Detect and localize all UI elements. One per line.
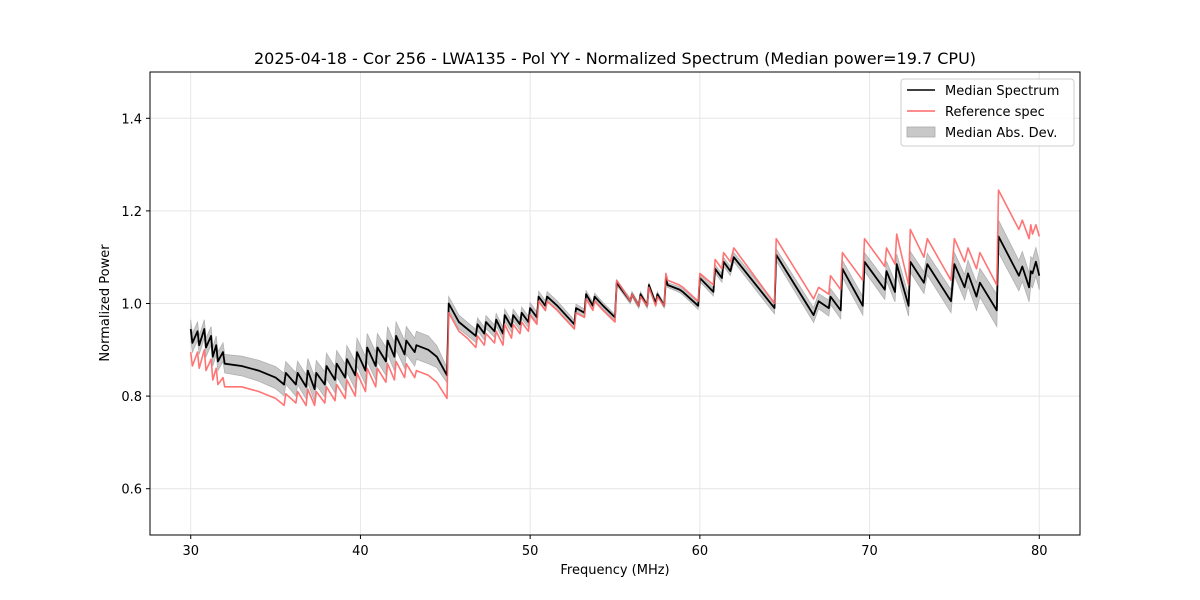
- x-tick-label: 70: [861, 544, 878, 559]
- y-tick-label: 0.6: [121, 483, 142, 498]
- y-axis-ticks: 0.6 0.8 1.0 1.2 1.4: [121, 112, 150, 498]
- y-axis-label: Normalized Power: [98, 244, 113, 362]
- chart-title: 2025-04-18 - Cor 256 - LWA135 - Pol YY -…: [254, 49, 976, 68]
- y-tick-label: 1.0: [121, 298, 142, 313]
- legend-label-mad: Median Abs. Dev.: [945, 126, 1057, 141]
- x-tick-label: 60: [692, 544, 709, 559]
- legend-swatch-mad: [906, 126, 936, 138]
- x-axis-label: Frequency (MHz): [560, 563, 669, 578]
- series-layer: [189, 189, 1041, 407]
- median-spectrum-line: [189, 235, 1041, 391]
- x-tick-label: 30: [182, 544, 199, 559]
- reference-spectrum-line: [189, 189, 1041, 407]
- legend-label-median: Median Spectrum: [945, 84, 1059, 99]
- x-axis-ticks: 30 40 50 60 70 80: [182, 535, 1048, 559]
- legend-label-reference: Reference spec: [945, 105, 1045, 120]
- y-tick-label: 0.8: [121, 390, 142, 405]
- legend-box: [900, 78, 1075, 147]
- x-tick-label: 40: [352, 544, 369, 559]
- legend: Median Spectrum Reference spec Median Ab…: [900, 78, 1075, 147]
- y-tick-label: 1.4: [121, 112, 142, 127]
- mad-band: [190, 220, 1040, 402]
- x-tick-label: 50: [522, 544, 539, 559]
- y-tick-label: 1.2: [121, 205, 142, 220]
- mad-band-layer: [190, 220, 1040, 402]
- x-tick-label: 80: [1031, 544, 1048, 559]
